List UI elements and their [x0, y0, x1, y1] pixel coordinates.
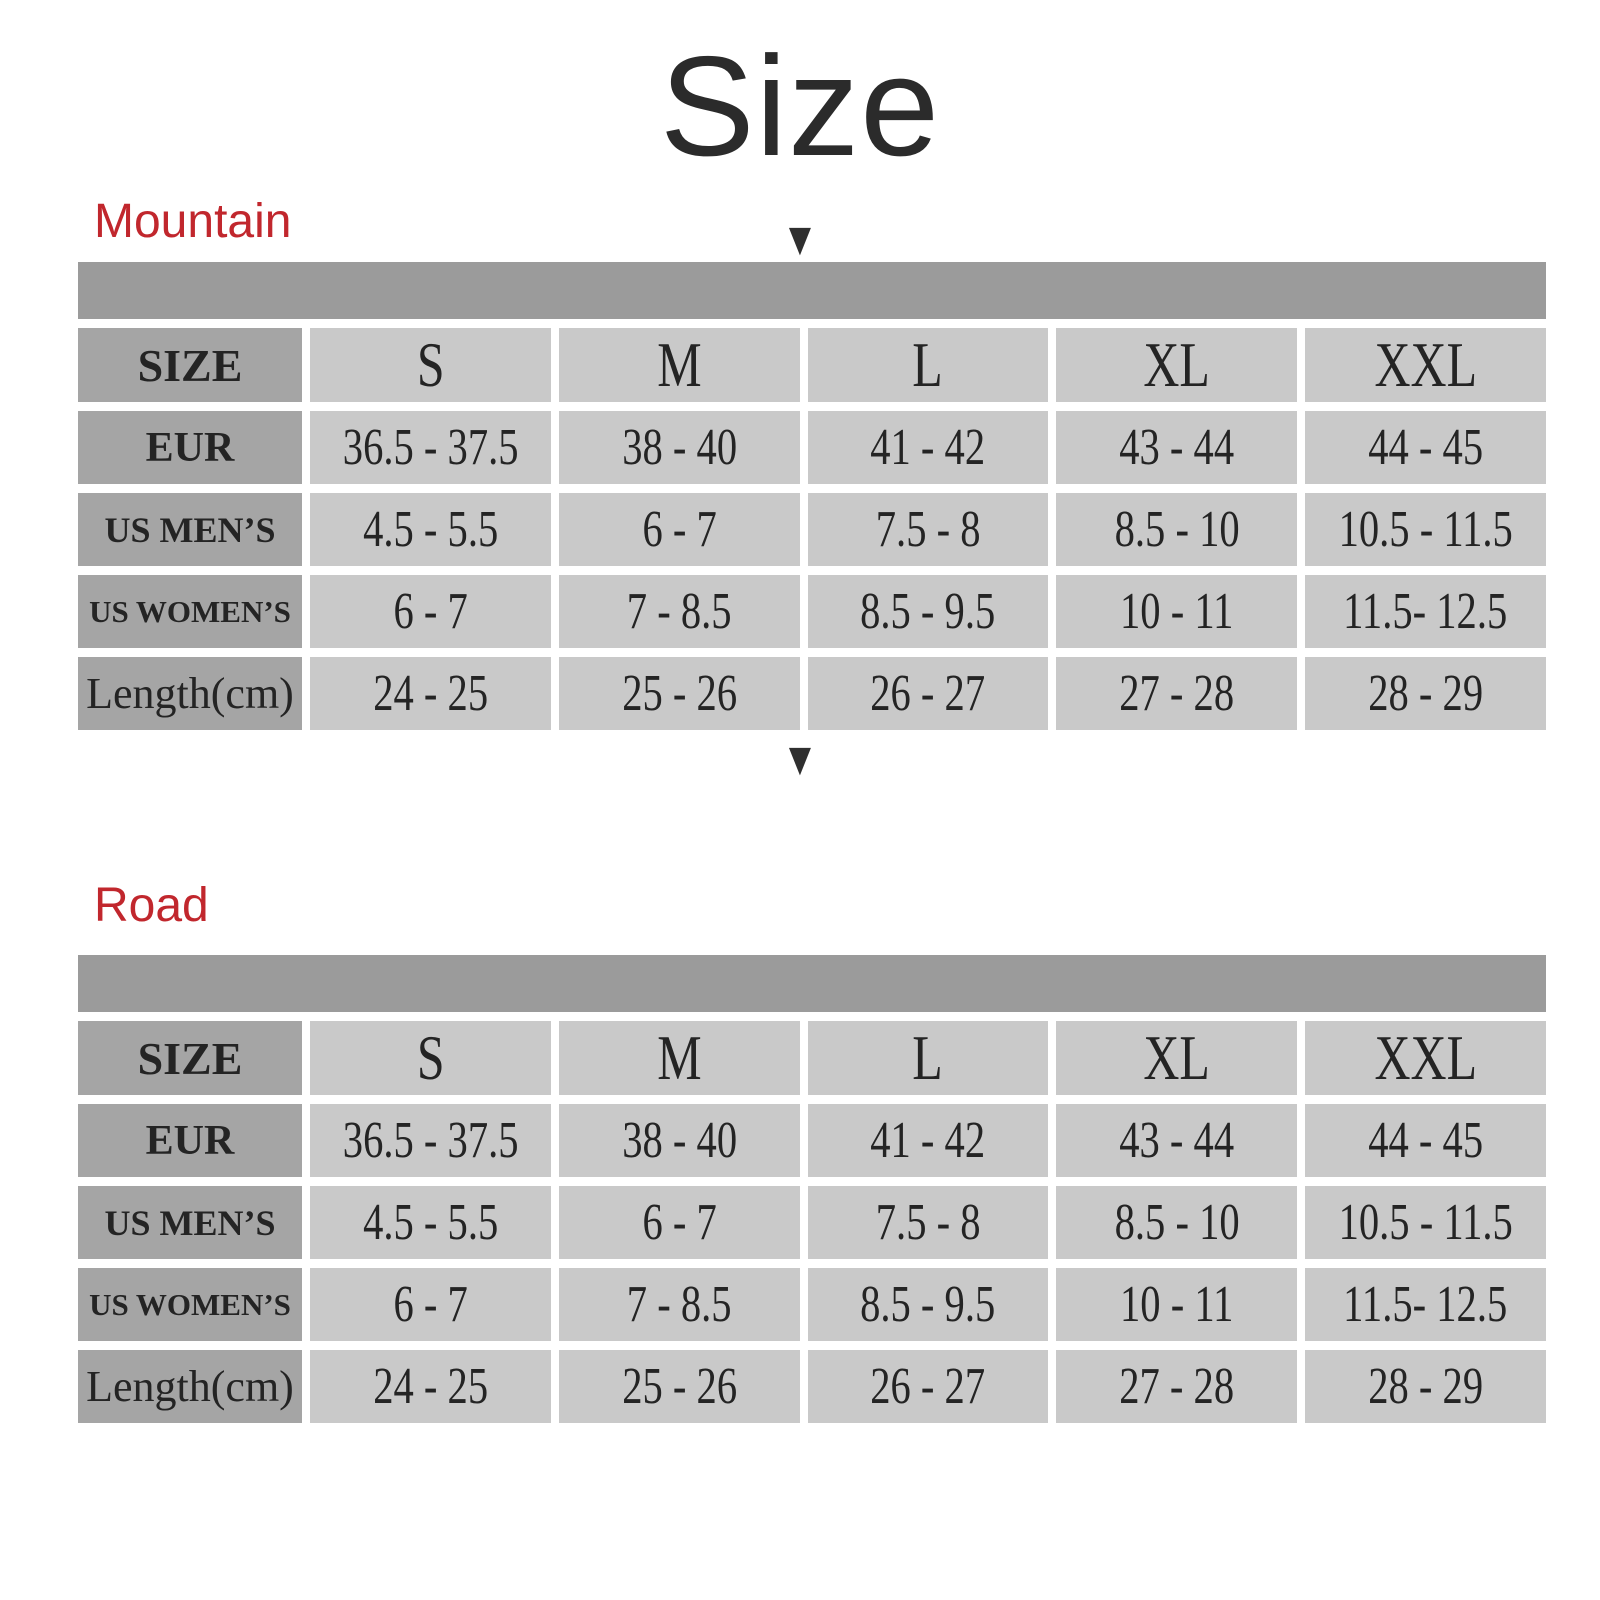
size-column-header: L [807, 1021, 1049, 1095]
size-corner-header: SIZE [78, 1021, 302, 1095]
size-value-cell: 36.5 - 37.5 [310, 1104, 551, 1177]
size-value-cell: 8.5 - 9.5 [807, 575, 1049, 648]
row-label-cell: US WOMEN’S [78, 575, 302, 648]
table-row: US MEN’S 4.5 - 5.5 6 - 7 7.5 - 8 8.5 - 10 10.… [78, 1186, 1546, 1259]
size-value-cell: 7 - 8.5 [558, 1268, 800, 1341]
size-value-cell: 11.5- 12.5 [1305, 1268, 1546, 1341]
table-row: EUR 36.5 - 37.5 38 - 40 41 - 42 43 - 44 44 - … [78, 411, 1546, 484]
table-row: EUR 36.5 - 37.5 38 - 40 41 - 42 43 - 44 44 - … [78, 1104, 1546, 1177]
size-value-cell: 7.5 - 8 [807, 493, 1049, 566]
row-label-cell: US MEN’S [78, 1186, 302, 1259]
mountain-size-table: SIZE S M L XL XXL EUR 36.5 - 37.5 38 - 40 41 - 42… [78, 262, 1546, 739]
size-value-cell: 6 - 7 [558, 493, 800, 566]
row-label-cell: Length(cm) [78, 1350, 302, 1423]
size-value-cell: 10 - 11 [1056, 1268, 1298, 1341]
table-row: US MEN’S 4.5 - 5.5 6 - 7 7.5 - 8 8.5 - 10 10.… [78, 493, 1546, 566]
size-value-cell: 41 - 42 [807, 411, 1049, 484]
size-value-cell: 6 - 7 [310, 575, 551, 648]
table-top-band [78, 262, 1546, 319]
size-value-cell: 26 - 27 [807, 657, 1049, 730]
size-value-cell: 27 - 28 [1056, 657, 1298, 730]
size-value-cell: 8.5 - 10 [1056, 1186, 1298, 1259]
table-header-row: SIZE S M L XL XXL [78, 328, 1546, 402]
size-value-cell: 44 - 45 [1305, 1104, 1546, 1177]
size-value-cell: 6 - 7 [310, 1268, 551, 1341]
size-value-cell: 26 - 27 [807, 1350, 1049, 1423]
size-value-cell: 38 - 40 [558, 411, 800, 484]
table-row: Length(cm) 24 - 25 25 - 26 26 - 27 27 - 28 28… [78, 657, 1546, 730]
size-column-header: S [310, 1021, 551, 1095]
road-size-table: SIZE S M L XL XXL EUR 36.5 - 37.5 38 - 40 41 - 42… [78, 955, 1546, 1432]
row-label-cell: EUR [78, 1104, 302, 1177]
size-value-cell: 43 - 44 [1056, 411, 1298, 484]
size-value-cell: 10.5 - 11.5 [1305, 493, 1546, 566]
size-column-header: L [807, 328, 1049, 402]
size-value-cell: 10 - 11 [1056, 575, 1298, 648]
size-value-cell: 11.5- 12.5 [1305, 575, 1546, 648]
size-value-cell: 43 - 44 [1056, 1104, 1298, 1177]
row-label-cell: Length(cm) [78, 657, 302, 730]
down-arrow-icon: ▼ [788, 219, 812, 260]
table-row: Length(cm) 24 - 25 25 - 26 26 - 27 27 - 28 28… [78, 1350, 1546, 1423]
size-column-header: XXL [1305, 328, 1546, 402]
row-label-cell: EUR [78, 411, 302, 484]
size-value-cell: 36.5 - 37.5 [310, 411, 551, 484]
page-title: Size [659, 27, 941, 186]
size-value-cell: 6 - 7 [558, 1186, 800, 1259]
row-label-cell: US WOMEN’S [78, 1268, 302, 1341]
size-value-cell: 25 - 26 [558, 657, 800, 730]
size-value-cell: 27 - 28 [1056, 1350, 1298, 1423]
size-value-cell: 8.5 - 9.5 [807, 1268, 1049, 1341]
size-value-cell: 41 - 42 [807, 1104, 1049, 1177]
size-value-cell: 24 - 25 [310, 1350, 551, 1423]
road-table-body: SIZE S M L XL XXL EUR 36.5 - 37.5 38 - 40 41 - 42… [78, 1021, 1546, 1423]
size-value-cell: 7.5 - 8 [807, 1186, 1049, 1259]
size-value-cell: 25 - 26 [558, 1350, 800, 1423]
mountain-table-body: SIZE S M L XL XXL EUR 36.5 - 37.5 38 - 40 41 - 42… [78, 328, 1546, 730]
size-value-cell: 24 - 25 [310, 657, 551, 730]
size-column-header: XL [1056, 328, 1298, 402]
size-value-cell: 44 - 45 [1305, 411, 1546, 484]
size-column-header: S [310, 328, 551, 402]
size-column-header: M [558, 328, 800, 402]
size-value-cell: 4.5 - 5.5 [310, 493, 551, 566]
size-value-cell: 10.5 - 11.5 [1305, 1186, 1546, 1259]
size-value-cell: 8.5 - 10 [1056, 493, 1298, 566]
row-label-cell: US MEN’S [78, 493, 302, 566]
size-value-cell: 28 - 29 [1305, 1350, 1546, 1423]
size-column-header: XXL [1305, 1021, 1546, 1095]
section-label-mountain: Mountain [94, 195, 292, 248]
size-corner-header: SIZE [78, 328, 302, 402]
table-top-band [78, 955, 1546, 1012]
size-value-cell: 38 - 40 [558, 1104, 800, 1177]
down-arrow-icon: ▼ [788, 739, 812, 780]
size-value-cell: 4.5 - 5.5 [310, 1186, 551, 1259]
size-column-header: XL [1056, 1021, 1298, 1095]
size-value-cell: 7 - 8.5 [558, 575, 800, 648]
section-label-road: Road [94, 879, 209, 932]
table-header-row: SIZE S M L XL XXL [78, 1021, 1546, 1095]
size-value-cell: 28 - 29 [1305, 657, 1546, 730]
size-column-header: M [558, 1021, 800, 1095]
